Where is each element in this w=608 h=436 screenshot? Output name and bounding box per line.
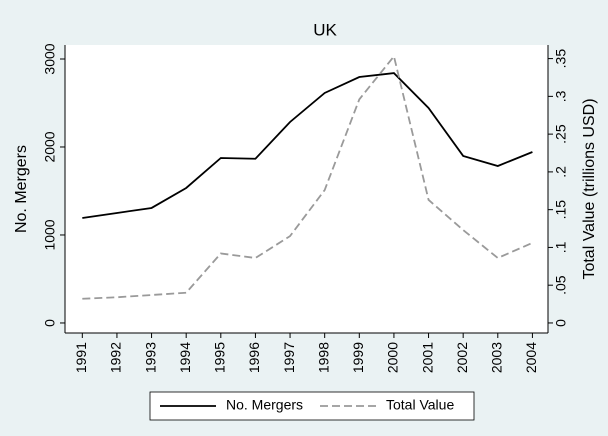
series-line [82,54,533,300]
y2-tick-label: .15 [553,200,569,220]
x-tick-label: 1994 [177,342,193,373]
y2-tick-label: .2 [553,166,569,178]
x-tick-label: 2000 [385,342,401,373]
y-axis-title: No. Mergers [13,145,30,233]
x-tick-label: 1996 [246,342,262,373]
y2-tick-label: .1 [553,241,569,253]
x-tick-label: 1995 [212,342,228,373]
x-tick-label: 1993 [142,342,158,373]
y2-tick-label: .05 [553,275,569,295]
y-tick-label: 3000 [42,43,58,74]
legend-label: Total Value [386,397,454,413]
y2-tick-label: .3 [553,90,569,102]
y2-tick-label: 0 [553,319,569,327]
x-tick-label: 1999 [350,342,366,373]
y-tick-label: 2000 [42,131,58,162]
x-tick-label: 1998 [315,342,331,373]
x-tick-label: 2004 [523,342,539,373]
legend-label: No. Mergers [226,397,303,413]
x-tick-label: 2003 [488,342,504,373]
y2-axis-title: Total Value (trillions USD) [581,98,598,279]
x-tick-label: 1997 [281,342,297,373]
y2-tick-label: .25 [553,124,569,144]
x-tick-label: 2001 [419,342,435,373]
y-tick-label: 0 [42,319,58,327]
series-line [82,72,533,219]
plot-area [65,45,548,333]
chart-title: UK [313,20,337,39]
x-tick-label: 2002 [454,342,470,373]
y2-tick-label: .35 [553,49,569,69]
y-tick-label: 1000 [42,219,58,250]
x-tick-label: 1992 [108,342,124,373]
x-tick-label: 1991 [73,342,89,373]
